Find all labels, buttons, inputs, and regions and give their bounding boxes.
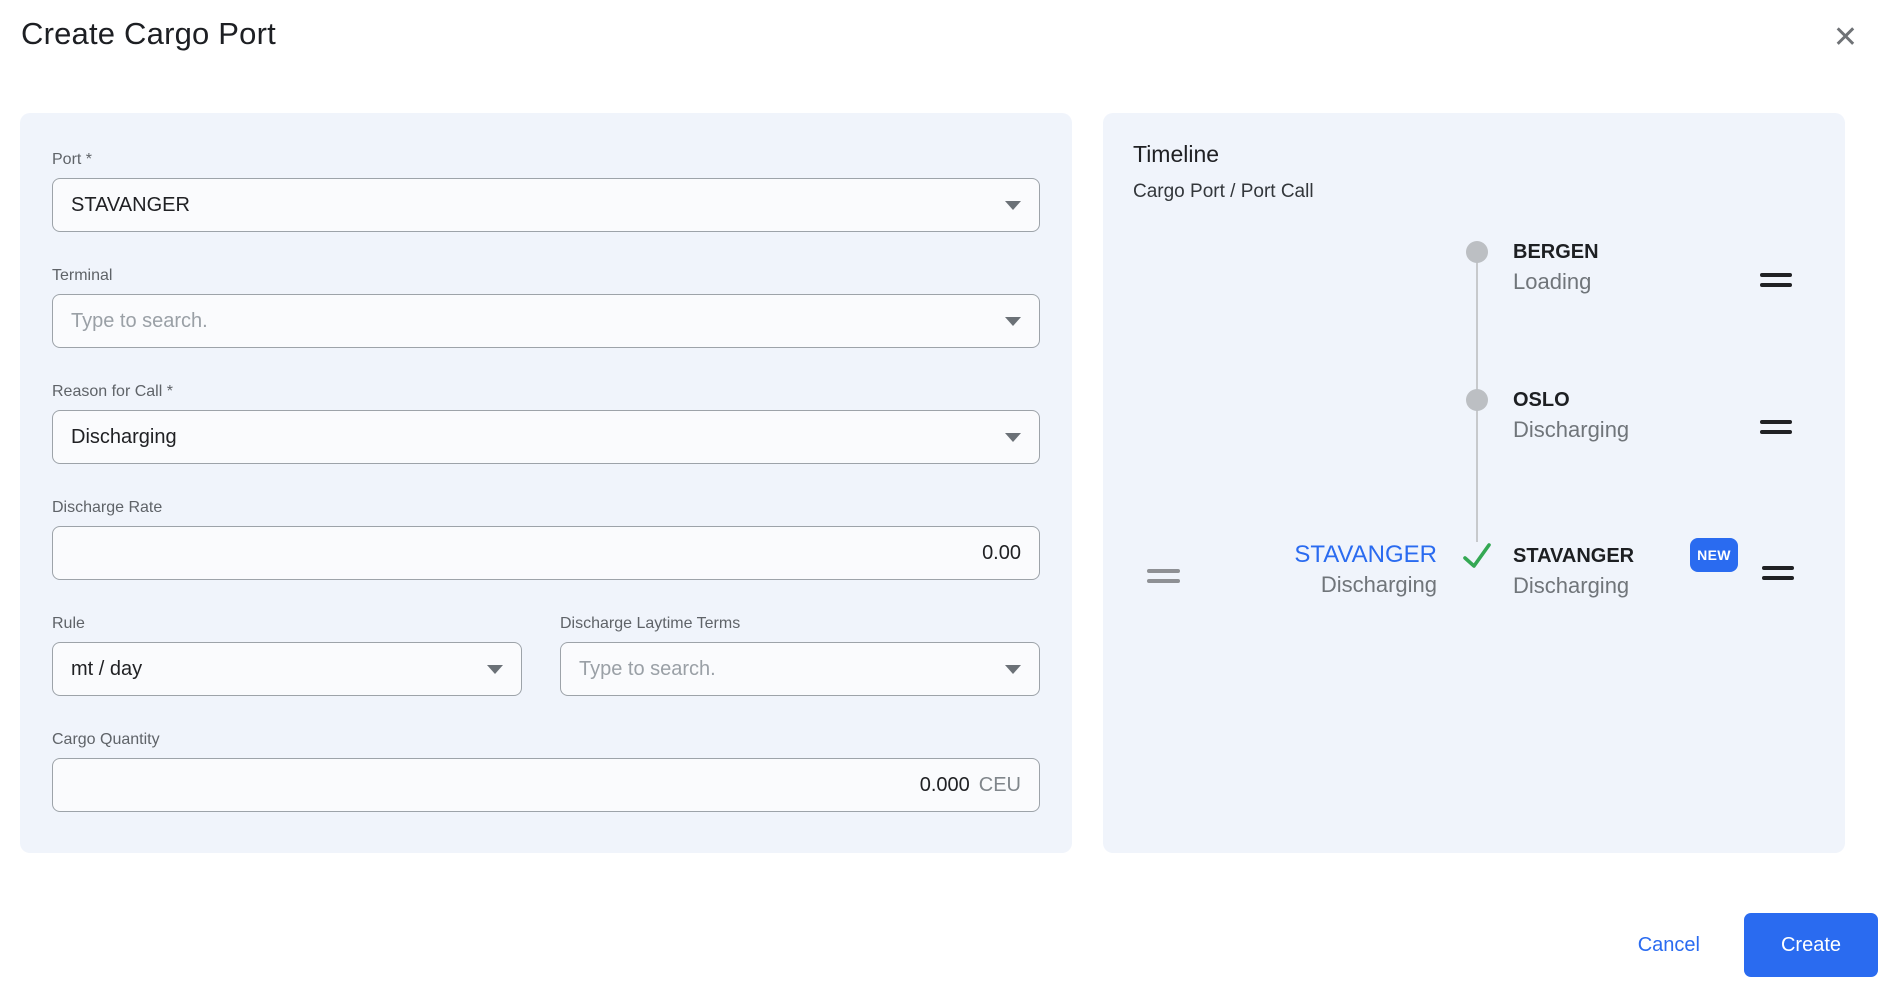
terminal-select[interactable] bbox=[52, 294, 1040, 348]
timeline-node-dot bbox=[1466, 241, 1488, 263]
dropdown-arrow-icon bbox=[1005, 316, 1021, 326]
drag-handle-icon[interactable] bbox=[1147, 569, 1180, 583]
dialog-footer: Cancel Create bbox=[1638, 913, 1878, 977]
timeline-entry-bergen: BERGEN Loading bbox=[1513, 239, 1599, 297]
discharge-laytime-terms-select[interactable] bbox=[560, 642, 1040, 696]
port-reason: Loading bbox=[1513, 269, 1592, 294]
terminal-row: Terminal bbox=[52, 266, 1040, 348]
dropdown-arrow-icon bbox=[1005, 432, 1021, 442]
port-name: STAVANGER bbox=[1294, 541, 1437, 568]
timeline-entry-oslo: OSLO Discharging bbox=[1513, 387, 1629, 445]
timeline-title: Timeline bbox=[1133, 141, 1220, 167]
cargo-quantity-label: Cargo Quantity bbox=[52, 731, 160, 748]
discharge-laytime-terms-row: Discharge Laytime Terms bbox=[560, 614, 1040, 696]
rule-value: mt / day bbox=[71, 657, 143, 680]
dropdown-arrow-icon bbox=[1005, 664, 1021, 674]
port-select[interactable]: STAVANGER bbox=[52, 178, 1040, 232]
reason-for-call-row: Reason for Call * Discharging bbox=[52, 382, 1040, 464]
discharge-rate-row: Discharge Rate bbox=[52, 498, 1040, 580]
discharge-rate-field[interactable] bbox=[52, 526, 1040, 580]
cargo-quantity-field[interactable]: CEU bbox=[52, 758, 1040, 812]
cargo-quantity-row: Cargo Quantity CEU bbox=[52, 730, 1040, 812]
discharge-laytime-terms-label: Discharge Laytime Terms bbox=[560, 615, 741, 632]
dropdown-arrow-icon bbox=[1005, 200, 1021, 210]
port-row: Port * STAVANGER bbox=[52, 150, 1040, 232]
port-value: STAVANGER bbox=[71, 193, 190, 216]
port-reason: Discharging bbox=[1513, 573, 1630, 598]
rule-select[interactable]: mt / day bbox=[52, 642, 522, 696]
new-badge: NEW bbox=[1690, 538, 1738, 572]
drag-handle-icon[interactable] bbox=[1760, 273, 1792, 287]
reason-for-call-label: Reason for Call * bbox=[52, 383, 173, 400]
port-label: Port * bbox=[52, 151, 93, 168]
rule-row: Rule mt / day bbox=[52, 614, 522, 696]
drag-handle-icon[interactable] bbox=[1762, 566, 1794, 580]
cargo-quantity-input[interactable] bbox=[71, 773, 970, 797]
terminal-label: Terminal bbox=[52, 267, 113, 284]
timeline-entry-stavanger-new: STAVANGER Discharging bbox=[1513, 543, 1634, 601]
discharge-rate-input[interactable] bbox=[71, 541, 1021, 565]
discharge-rate-label: Discharge Rate bbox=[52, 499, 163, 516]
port-name: BERGEN bbox=[1513, 241, 1599, 263]
reason-for-call-select[interactable]: Discharging bbox=[52, 410, 1040, 464]
timeline-subtitle: Cargo Port / Port Call bbox=[1133, 181, 1314, 202]
port-name: OSLO bbox=[1513, 389, 1570, 411]
terminal-input[interactable] bbox=[71, 309, 1005, 333]
rule-label: Rule bbox=[52, 615, 85, 632]
dropdown-arrow-icon bbox=[487, 664, 503, 674]
timeline-panel: Timeline Cargo Port / Port Call BERGEN L… bbox=[1103, 113, 1845, 853]
timeline-node-dot bbox=[1466, 389, 1488, 411]
drag-handle-icon[interactable] bbox=[1760, 420, 1792, 434]
cargo-port-form-panel: Port * STAVANGER Terminal Reason for Cal… bbox=[20, 113, 1072, 853]
cargo-quantity-unit: CEU bbox=[978, 773, 1021, 796]
close-icon[interactable]: ✕ bbox=[1832, 21, 1858, 54]
port-reason: Discharging bbox=[1320, 572, 1437, 597]
port-name: STAVANGER bbox=[1513, 545, 1635, 567]
check-icon bbox=[1463, 543, 1491, 568]
create-button[interactable]: Create bbox=[1744, 913, 1878, 977]
port-reason: Discharging bbox=[1513, 417, 1630, 442]
page-title: Create Cargo Port bbox=[21, 16, 276, 51]
cancel-button[interactable]: Cancel bbox=[1637, 933, 1700, 956]
discharge-laytime-terms-input[interactable] bbox=[579, 657, 1005, 681]
reason-for-call-value: Discharging bbox=[71, 425, 177, 448]
timeline-selected-cargo-port: STAVANGER Discharging bbox=[1294, 541, 1437, 600]
